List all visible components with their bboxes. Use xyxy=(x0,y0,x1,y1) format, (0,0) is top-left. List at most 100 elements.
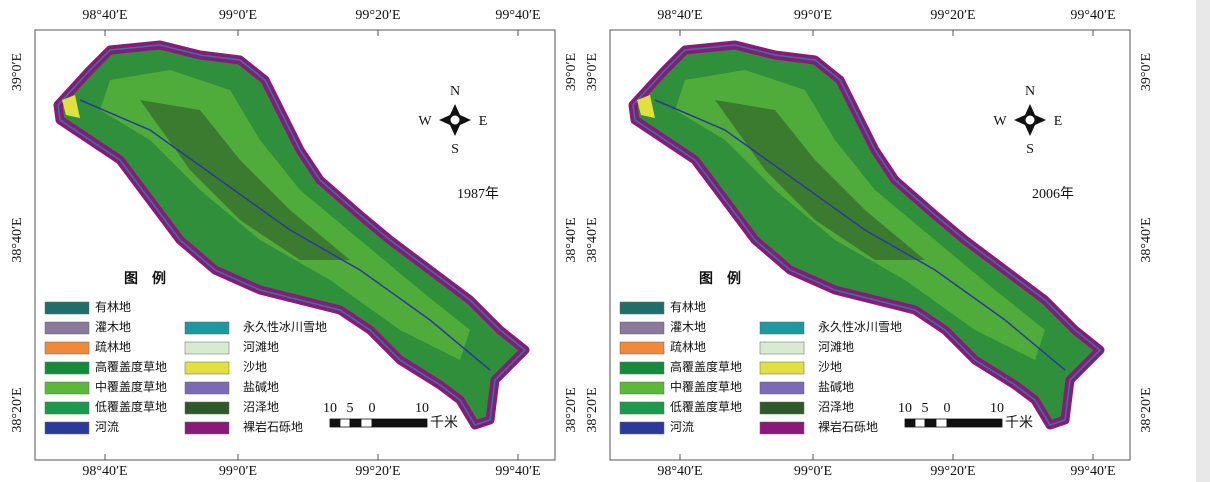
scale-tick: 10 xyxy=(990,401,1004,416)
legend-swatch xyxy=(620,402,664,414)
legend-swatch xyxy=(45,322,89,334)
legend-swatch xyxy=(620,382,664,394)
legend-swatch xyxy=(620,322,664,334)
legend-label: 疏林地 xyxy=(95,339,131,354)
longitude-label: 99°20′E xyxy=(355,8,400,23)
legend-label: 沼泽地 xyxy=(243,400,279,414)
legend-label: 河流 xyxy=(95,420,119,434)
legend-swatch xyxy=(620,422,664,434)
map-panel: 98°40′E98°40′E99°0′E99°0′E99°20′E99°20′E… xyxy=(10,8,579,479)
legend-swatch xyxy=(45,402,89,414)
longitude-label: 99°0′E xyxy=(219,464,257,479)
legend-label: 灌木地 xyxy=(670,320,706,334)
compass-south: S xyxy=(451,142,459,157)
legend-swatch xyxy=(760,402,804,414)
latitude-label: 39°0′E xyxy=(1139,53,1154,91)
legend-label: 盐碱地 xyxy=(243,380,279,394)
latitude-label: 38°40′E xyxy=(564,217,579,262)
legend-swatch xyxy=(185,422,229,434)
longitude-label: 98°40′E xyxy=(657,8,702,23)
compass-north: N xyxy=(450,84,460,99)
scale-segment xyxy=(915,419,925,427)
scale-tick: 10 xyxy=(898,401,912,416)
legend-label: 永久性冰川雪地 xyxy=(818,320,902,334)
legend-label: 河流 xyxy=(670,420,694,434)
longitude-label: 99°40′E xyxy=(1070,464,1115,479)
legend-label: 高覆盖度草地 xyxy=(670,359,742,374)
latitude-label: 39°0′E xyxy=(564,53,579,91)
legend-label: 灌木地 xyxy=(95,320,131,334)
longitude-label: 99°20′E xyxy=(930,464,975,479)
latitude-label: 38°20′E xyxy=(1139,387,1154,432)
scale-unit: 千米 xyxy=(1005,415,1033,431)
map-panel: 98°40′E98°40′E99°0′E99°0′E99°20′E99°20′E… xyxy=(585,8,1154,479)
latitude-label: 39°0′E xyxy=(585,53,600,91)
legend-label: 沙地 xyxy=(818,360,842,374)
legend-swatch xyxy=(760,322,804,334)
scale-tick: 10 xyxy=(415,401,429,416)
scale-tick: 0 xyxy=(369,401,376,416)
legend-swatch xyxy=(45,362,89,374)
latitude-label: 38°40′E xyxy=(585,217,600,262)
legend-label: 河滩地 xyxy=(818,340,854,354)
legend-swatch xyxy=(760,342,804,354)
legend-swatch xyxy=(45,302,89,314)
longitude-label: 99°0′E xyxy=(219,8,257,23)
scale-tick: 5 xyxy=(347,401,354,416)
legend-swatch xyxy=(620,362,664,374)
legend-label: 中覆盖度草地 xyxy=(670,379,742,394)
legend-swatch xyxy=(185,382,229,394)
scale-tick: 5 xyxy=(922,401,929,416)
legend-swatch xyxy=(45,342,89,354)
legend-label: 有林地 xyxy=(95,300,131,314)
legend-swatch xyxy=(45,422,89,434)
legend-swatch xyxy=(760,422,804,434)
legend-label: 有林地 xyxy=(670,300,706,314)
legend-swatch xyxy=(185,362,229,374)
compass-center xyxy=(1025,115,1035,125)
legend-swatch xyxy=(620,302,664,314)
year-label: 1987年 xyxy=(457,186,499,202)
legend-label: 疏林地 xyxy=(670,339,706,354)
longitude-label: 99°20′E xyxy=(355,464,400,479)
legend-label: 中覆盖度草地 xyxy=(95,379,167,394)
figure: 98°40′E 98°40′E 99°0′E 99°0′E 99°20′E 99°20′E… xyxy=(0,0,1210,482)
scale-tick: 10 xyxy=(323,401,337,416)
scale-segment xyxy=(350,419,361,427)
longitude-label: 99°40′E xyxy=(495,8,540,23)
legend-swatch xyxy=(760,362,804,374)
compass-east: E xyxy=(479,114,488,129)
scale-segment xyxy=(340,419,350,427)
latitude-label: 38°40′E xyxy=(1139,217,1154,262)
legend-title: 图 例 xyxy=(699,270,741,287)
legend-title: 图 例 xyxy=(124,270,166,287)
year-label: 2006年 xyxy=(1032,186,1074,202)
scale-tick: 0 xyxy=(944,401,951,416)
legend-swatch xyxy=(185,342,229,354)
legend-swatch xyxy=(760,382,804,394)
scale-segment xyxy=(905,419,915,427)
compass-center xyxy=(450,115,460,125)
longitude-label: 99°0′E xyxy=(794,464,832,479)
legend-swatch xyxy=(185,402,229,414)
latitude-label: 38°20′E xyxy=(10,387,25,432)
longitude-label: 99°40′E xyxy=(1070,8,1115,23)
compass-east: E xyxy=(1054,114,1063,129)
legend-label: 裸岩石砾地 xyxy=(243,419,303,434)
legend-swatch xyxy=(185,322,229,334)
latitude-label: 39°0′E xyxy=(10,53,25,91)
legend-label: 裸岩石砾地 xyxy=(818,419,878,434)
legend-label: 低覆盖度草地 xyxy=(95,399,167,414)
compass-west: W xyxy=(418,114,432,129)
scale-segment xyxy=(947,419,1002,427)
compass-south: S xyxy=(1026,142,1034,157)
compass-west: W xyxy=(993,114,1007,129)
latitude-label: 38°20′E xyxy=(564,387,579,432)
scale-segment xyxy=(372,419,427,427)
longitude-label: 99°0′E xyxy=(794,8,832,23)
latitude-label: 38°40′E xyxy=(10,217,25,262)
scale-segment xyxy=(330,419,340,427)
longitude-label: 98°40′E xyxy=(657,464,702,479)
legend-label: 低覆盖度草地 xyxy=(670,399,742,414)
legend-swatch xyxy=(45,382,89,394)
